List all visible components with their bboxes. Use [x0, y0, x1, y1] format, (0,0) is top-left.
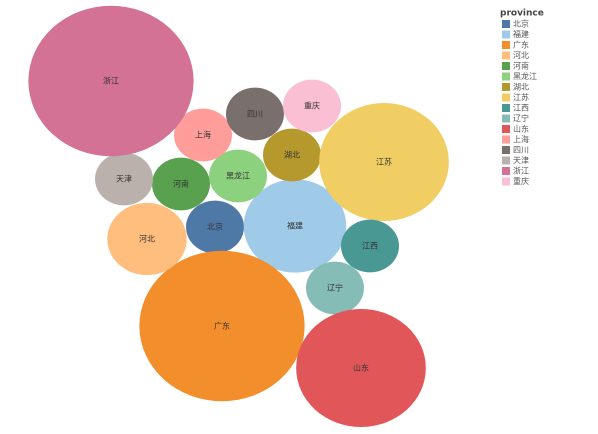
- legend-label: 天津: [513, 155, 529, 165]
- bubble-label: 浙江: [103, 76, 119, 86]
- legend-swatch: [502, 41, 510, 49]
- bubble: [243, 179, 347, 273]
- legend-swatch: [502, 83, 510, 91]
- bubble-label: 广东: [214, 321, 230, 331]
- bubble: [296, 309, 426, 427]
- bubble-label: 黑龙江: [226, 171, 250, 181]
- bubble: [209, 149, 267, 203]
- legend-label: 江西: [513, 104, 529, 113]
- legend-swatch: [502, 20, 510, 28]
- legend-swatch: [502, 72, 510, 81]
- legend-label: 福建: [513, 29, 529, 39]
- bubble-label: 河南: [173, 179, 189, 189]
- bubble: [95, 152, 153, 206]
- legend-swatch: [502, 156, 510, 165]
- bubble-label: 天津: [116, 174, 132, 184]
- bubble: [341, 219, 399, 273]
- bubble: [28, 5, 194, 157]
- bubble-label: 河北: [139, 234, 155, 244]
- bubble: [283, 79, 341, 133]
- legend-swatch: [502, 177, 510, 186]
- legend-label: 上海: [513, 134, 529, 144]
- bubble: [226, 87, 284, 141]
- legend-label: 广东: [513, 40, 529, 50]
- bubble-label: 江苏: [376, 157, 392, 167]
- legend-label: 湖北: [513, 83, 529, 92]
- bubble: [107, 202, 187, 276]
- legend-swatch: [502, 146, 510, 154]
- bubble: [152, 157, 210, 211]
- bubble: [306, 261, 364, 315]
- bubble-label: 福建: [287, 221, 303, 231]
- legend-swatch: [502, 51, 510, 60]
- legend-swatch: [502, 62, 510, 70]
- legend-label: 河南: [513, 61, 529, 71]
- legend-swatch: [502, 114, 510, 123]
- bubble: [186, 200, 244, 254]
- legend-label: 山东: [513, 124, 529, 134]
- bubble-label: 辽宁: [327, 283, 343, 293]
- legend-label: 北京: [513, 19, 529, 29]
- bubble-label: 湖北: [284, 151, 300, 160]
- legend-label: 重庆: [513, 176, 529, 186]
- bubble: [174, 108, 232, 162]
- legend-label: 黑龙江: [513, 71, 537, 81]
- bubble: [139, 250, 305, 402]
- legend-label: 浙江: [513, 166, 529, 176]
- legend-swatch: [502, 125, 510, 133]
- legend-swatch: [502, 135, 510, 144]
- bubble-label: 四川: [247, 110, 263, 119]
- legend-swatch: [502, 30, 510, 39]
- legend-label: 四川: [513, 146, 529, 155]
- bubble-label: 北京: [207, 222, 223, 232]
- bubble-label: 上海: [195, 130, 211, 140]
- bubble-label: 山东: [353, 363, 369, 373]
- legend-swatch: [502, 93, 510, 102]
- bubble: [263, 128, 321, 182]
- bubble-label: 重庆: [304, 101, 320, 111]
- bubble-label: 江西: [362, 242, 378, 251]
- legend-label: 河北: [513, 50, 529, 60]
- legend-title: province: [500, 9, 544, 19]
- legend-swatch: [502, 167, 510, 175]
- legend-label: 辽宁: [513, 113, 529, 123]
- legend-swatch: [502, 104, 510, 112]
- legend-label: 江苏: [513, 92, 529, 102]
- bubble: [319, 103, 449, 221]
